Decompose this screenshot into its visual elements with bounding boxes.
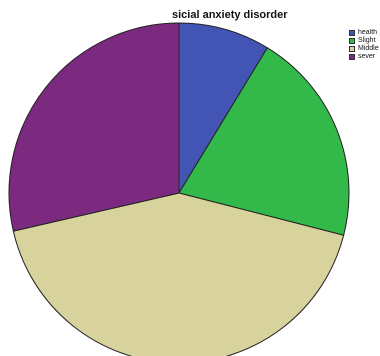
legend-label-severe: sever xyxy=(358,53,376,60)
pie-slice-severe xyxy=(8,22,180,232)
legend: health Slight Middle sever xyxy=(349,29,380,61)
legend-swatch-middle xyxy=(349,46,355,52)
pie-slice-middle xyxy=(12,192,345,356)
legend-label-slight: Slight xyxy=(358,37,376,44)
legend-swatch-severe xyxy=(349,54,355,60)
legend-item-healthy: health xyxy=(349,29,380,37)
legend-swatch-slight xyxy=(349,38,355,44)
pie-slice-slight xyxy=(178,47,350,236)
legend-item-middle: Middle xyxy=(349,45,380,53)
legend-item-severe: sever xyxy=(349,53,380,61)
legend-label-middle: Middle xyxy=(358,45,379,52)
chart-title: sicial anxiety disorder xyxy=(172,9,288,21)
pie-slice-healthy xyxy=(178,22,269,195)
legend-item-slight: Slight xyxy=(349,37,380,45)
legend-swatch-healthy xyxy=(349,30,355,36)
legend-label-healthy: health xyxy=(358,29,378,36)
